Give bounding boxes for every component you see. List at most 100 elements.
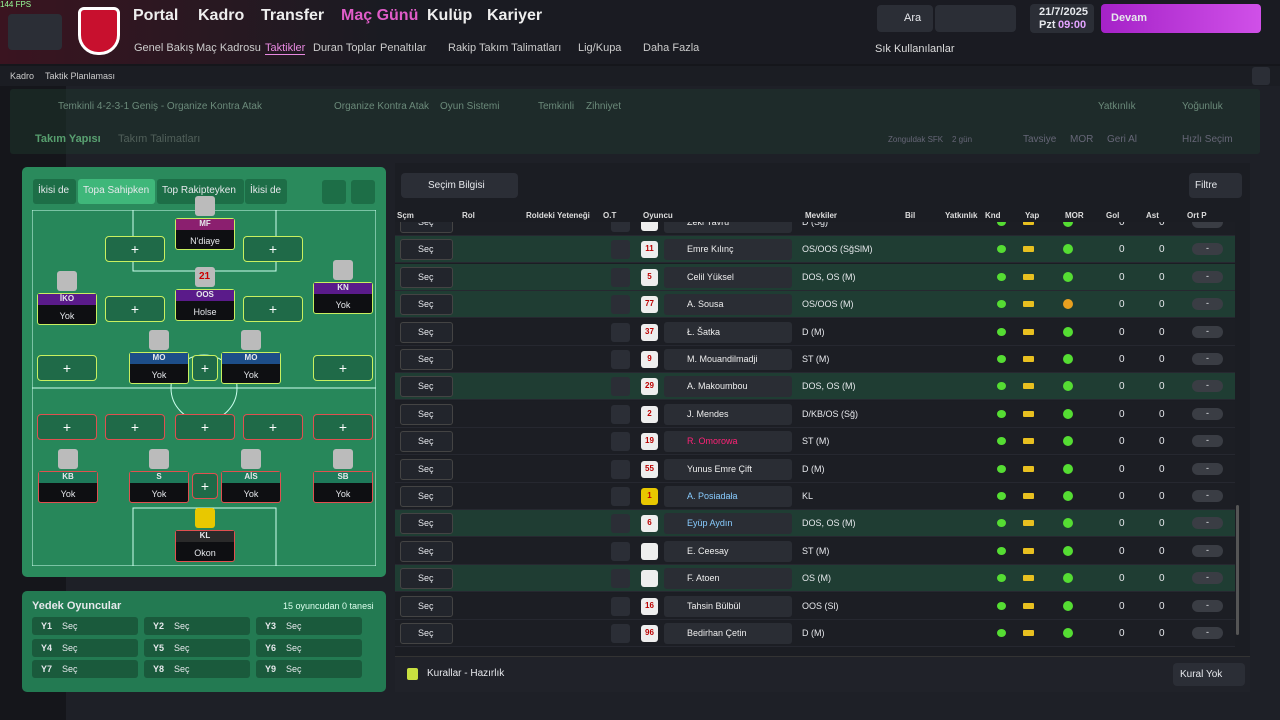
player-select[interactable]: [664, 321, 792, 343]
select-button[interactable]: [400, 294, 453, 316]
nav-tab[interactable]: Portal: [133, 7, 179, 24]
column-header[interactable]: MOR: [1065, 211, 1084, 220]
select-button[interactable]: [400, 266, 453, 288]
select-button[interactable]: [400, 540, 453, 562]
mode-label[interactable]: Top Rakipteyken: [162, 185, 236, 196]
sub-value[interactable]: Seç: [286, 621, 302, 631]
empty-slot[interactable]: +: [37, 355, 97, 381]
select-button[interactable]: [400, 458, 453, 480]
mode-button[interactable]: [78, 179, 155, 204]
select-label[interactable]: Seç: [418, 271, 434, 282]
tab-field[interactable]: 2 gün: [952, 135, 973, 144]
empty-slot[interactable]: +: [105, 296, 165, 322]
column-header[interactable]: Yatkınlık: [945, 211, 978, 220]
column-header[interactable]: Ast: [1146, 211, 1159, 220]
sub-slot[interactable]: [256, 638, 362, 657]
player-name[interactable]: E. Ceesay: [687, 545, 729, 556]
sub-value[interactable]: Seç: [174, 642, 190, 653]
player-card[interactable]: KB Yok: [38, 471, 98, 503]
player-name[interactable]: M. Mouandilmadji: [687, 354, 758, 364]
player-select[interactable]: [664, 513, 792, 535]
empty-slot[interactable]: +: [192, 473, 218, 499]
select-button[interactable]: [400, 349, 453, 370]
select-label[interactable]: Seç: [418, 326, 434, 337]
sub-slot[interactable]: [256, 660, 362, 678]
history-buttons[interactable]: [8, 14, 62, 50]
breadcrumb[interactable]: Kadro: [10, 71, 35, 81]
player-select[interactable]: [664, 486, 792, 507]
sub-tab[interactable]: Taktikler: [265, 42, 306, 55]
select-label[interactable]: Seç: [418, 628, 434, 638]
tab-field[interactable]: Tavsiye: [1023, 134, 1057, 145]
player-name[interactable]: Zeki Yavru: [687, 222, 730, 227]
column-header[interactable]: Ort P: [1187, 211, 1207, 220]
player-select[interactable]: [664, 239, 792, 261]
sub-tab[interactable]: Lig/Kupa: [578, 42, 622, 54]
mode-label[interactable]: İkisi de: [38, 185, 70, 196]
empty-slot[interactable]: +: [192, 355, 218, 381]
sub-slot[interactable]: [32, 617, 138, 635]
player-select[interactable]: [664, 540, 792, 562]
player-select[interactable]: [664, 595, 792, 617]
select-button[interactable]: [400, 239, 453, 261]
player-card[interactable]: OOS Holse: [175, 289, 235, 321]
select-button[interactable]: [400, 431, 453, 453]
player-name[interactable]: J. Mendes: [687, 408, 729, 419]
player-card[interactable]: İKO Yok: [37, 293, 97, 325]
empty-slot[interactable]: +: [175, 414, 235, 440]
player-select[interactable]: [664, 376, 792, 398]
select-button[interactable]: [400, 222, 453, 233]
player-card[interactable]: KL Okon: [175, 530, 235, 562]
sub-tab[interactable]: Penaltılar: [380, 42, 427, 54]
select-button[interactable]: [400, 623, 453, 644]
sub-slot[interactable]: [144, 638, 250, 657]
nav-tab[interactable]: Transfer: [261, 7, 325, 24]
sub-value[interactable]: Seç: [62, 642, 78, 653]
select-label[interactable]: Seç: [418, 518, 434, 529]
empty-slot[interactable]: +: [105, 414, 165, 440]
select-label[interactable]: Seç: [418, 463, 434, 474]
favorites[interactable]: Sık Kullanılanlar: [875, 43, 955, 55]
column-header[interactable]: O.T: [603, 211, 617, 220]
player-name[interactable]: Celil Yüksel: [687, 271, 734, 282]
club-logo[interactable]: [78, 7, 120, 55]
nav-tab[interactable]: Kadro: [198, 7, 245, 24]
player-name[interactable]: A. Posiadała: [687, 491, 738, 501]
select-label[interactable]: Seç: [418, 244, 434, 255]
player-name[interactable]: R. Omorowa: [687, 436, 738, 447]
sub-slot[interactable]: [32, 660, 138, 678]
player-name[interactable]: Tahsin Bülbül: [687, 600, 741, 611]
sub-slot[interactable]: [144, 660, 250, 678]
player-card[interactable]: SB Yok: [313, 471, 373, 503]
sub-tab[interactable]: Genel Bakış: [134, 42, 194, 54]
select-button[interactable]: [400, 376, 453, 398]
select-button[interactable]: [400, 403, 453, 425]
select-label[interactable]: Seç: [418, 545, 434, 556]
select-label[interactable]: Seç: [418, 354, 434, 364]
tab-field[interactable]: Geri Al: [1107, 134, 1138, 145]
sub-value[interactable]: Seç: [286, 664, 302, 674]
player-name[interactable]: Bedirhan Çetin: [687, 628, 747, 638]
player-name[interactable]: A. Sousa: [687, 299, 724, 310]
tab-field[interactable]: Hızlı Seçim: [1182, 134, 1233, 145]
select-button[interactable]: [400, 568, 453, 590]
empty-slot[interactable]: +: [105, 236, 165, 262]
player-select[interactable]: [664, 403, 792, 425]
player-card[interactable]: KN Yok: [313, 282, 373, 314]
mode-button[interactable]: [33, 179, 76, 204]
sub-value[interactable]: Seç: [286, 642, 302, 653]
tab-field[interactable]: MOR: [1070, 134, 1094, 145]
column-header[interactable]: Bil: [905, 211, 916, 220]
column-header[interactable]: Mevkiler: [805, 211, 838, 220]
empty-slot[interactable]: +: [243, 414, 303, 440]
mode-label[interactable]: Topa Sahipken: [83, 185, 150, 196]
close-button[interactable]: [1252, 67, 1270, 85]
continue-label[interactable]: Devam: [1111, 12, 1148, 24]
rules-label[interactable]: Kurallar - Hazırlık: [427, 668, 505, 679]
player-name[interactable]: Eyüp Aydın: [687, 518, 733, 529]
pitch-tool[interactable]: [322, 180, 346, 204]
player-select[interactable]: [664, 294, 792, 316]
nav-tab[interactable]: Kariyer: [487, 7, 543, 24]
sub-tab[interactable]: Rakip Takım Talimatları: [448, 42, 562, 54]
select-label[interactable]: Seç: [418, 222, 434, 227]
